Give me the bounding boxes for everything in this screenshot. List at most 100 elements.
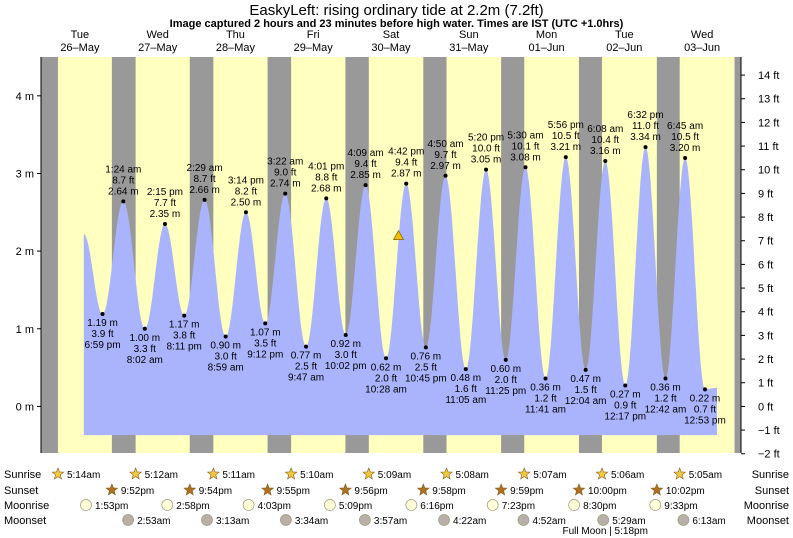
moonrise-disc-icon <box>486 499 499 511</box>
low-tide-m-label: 0.48 m <box>451 373 482 384</box>
low-tide-time-label: 11:25 pm <box>485 386 526 397</box>
high-tide-m-label: 3.08 m <box>510 152 541 163</box>
chart-subtitle: Image captured 2 hours and 23 minutes be… <box>169 18 624 30</box>
sunrise-time-label: 5:12am <box>145 470 178 481</box>
low-tide-ft-label: 3.0 ft <box>215 352 237 363</box>
sun-star-icon <box>206 467 220 480</box>
high-tide-ft-label: 9.4 ft <box>354 159 376 170</box>
sunset-time-label: 9:56pm <box>354 486 387 497</box>
low-tide-m-label: 0.76 m <box>411 351 442 362</box>
high-tide-m-label: 2.35 m <box>150 209 181 220</box>
tide-area <box>83 147 718 436</box>
high-tide-ft-label: 9.0 ft <box>274 168 296 179</box>
row-label-sunrise-right: Sunrise <box>752 469 789 481</box>
tide-extreme-point <box>463 367 468 372</box>
low-tide-ft-label: 3.8 ft <box>173 331 195 342</box>
sunset-star-icon <box>105 483 119 496</box>
right-axis-tick-label: 4 ft <box>758 307 773 319</box>
sun-star-icon <box>129 467 143 480</box>
day-weekday-label: Tue <box>615 29 634 41</box>
moonset-time-label: 4:52am <box>532 516 565 527</box>
moonrise-disc-icon <box>242 499 255 511</box>
low-tide-time-label: 10:02 pm <box>325 361 367 372</box>
right-axis-tick-label: 7 ft <box>758 236 773 248</box>
day-weekday-label: Fri <box>307 29 320 41</box>
high-tide-ft-label: 10.5 ft <box>552 131 580 142</box>
low-tide-m-label: 1.00 m <box>130 333 161 344</box>
right-axis-tick-label: 10 ft <box>758 165 779 177</box>
low-tide-m-label: 0.60 m <box>490 364 521 375</box>
high-tide-ft-label: 8.2 ft <box>235 186 257 197</box>
day-weekday-label: Thu <box>226 29 245 41</box>
high-tide-time-label: 2:29 am <box>187 163 223 174</box>
day-date-label: 28–May <box>216 42 256 54</box>
high-tide-m-label: 3.34 m <box>630 132 661 143</box>
high-tide-ft-label: 10.0 ft <box>472 144 500 155</box>
low-tide-m-label: 0.36 m <box>650 382 681 393</box>
low-tide-m-label: 0.22 m <box>690 393 721 404</box>
day-date-label: 01–Jun <box>529 42 565 54</box>
sunrise-time-label: 5:08am <box>456 470 489 481</box>
high-tide-time-label: 5:20 pm <box>468 133 504 144</box>
sunrise-time-label: 5:10am <box>300 470 333 481</box>
sunset-time-label: 9:52pm <box>121 486 154 497</box>
moonrise-time-label: 9:33pm <box>664 501 697 512</box>
right-axis-tick-label: −2 ft <box>758 449 780 461</box>
high-tide-m-label: 2.64 m <box>108 186 139 197</box>
right-axis-tick-label: 9 ft <box>758 188 773 200</box>
sun-star-icon <box>673 467 687 480</box>
high-tide-ft-label: 11.0 ft <box>632 121 659 132</box>
high-tide-time-label: 6:32 pm <box>627 110 663 121</box>
row-label-moonset-right: Moonset <box>747 515 789 527</box>
sunset-time-label: 10:00pm <box>588 486 627 497</box>
moonrise-time-label: 2:58pm <box>176 501 209 512</box>
low-tide-ft-label: 1.2 ft <box>534 393 556 404</box>
sunrise-time-label: 5:07am <box>533 470 566 481</box>
high-tide-time-label: 4:01 pm <box>308 161 344 172</box>
tide-extreme-point <box>162 221 167 226</box>
low-tide-m-label: 0.36 m <box>530 382 561 393</box>
low-tide-m-label: 1.19 m <box>87 318 118 329</box>
moonset-time-label: 4:22am <box>453 516 486 527</box>
low-tide-time-label: 11:05 am <box>445 395 486 406</box>
high-tide-m-label: 3.20 m <box>670 143 701 154</box>
tide-extreme-point <box>263 321 268 326</box>
high-tide-m-label: 3.05 m <box>471 155 502 166</box>
day-weekday-label: Sun <box>459 29 479 41</box>
sunset-star-icon <box>572 483 586 496</box>
sunrise-time-label: 5:06am <box>611 470 644 481</box>
tide-extreme-point <box>343 332 348 337</box>
moonset-disc-icon <box>677 514 690 526</box>
day-weekday-label: Tue <box>71 29 90 41</box>
sunset-time-label: 9:59pm <box>510 486 543 497</box>
tide-extreme-point <box>523 165 528 170</box>
moonrise-disc-icon <box>568 499 580 511</box>
low-tide-ft-label: 1.2 ft <box>654 393 676 404</box>
high-tide-m-label: 2.74 m <box>270 179 301 190</box>
tide-extreme-point <box>202 197 207 202</box>
tide-extreme-point <box>243 210 248 215</box>
high-tide-time-label: 3:14 pm <box>228 175 264 186</box>
high-tide-m-label: 3.21 m <box>550 142 581 153</box>
sunset-star-icon <box>183 483 197 496</box>
moonset-disc-icon <box>122 514 134 526</box>
tide-extreme-point <box>324 196 329 201</box>
tide-extreme-point <box>623 383 628 388</box>
moonset-disc-icon <box>280 514 292 526</box>
sun-star-icon <box>51 467 65 480</box>
low-tide-m-label: 0.62 m <box>371 362 402 373</box>
right-axis-tick-label: 14 ft <box>758 70 779 82</box>
right-axis-tick-label: −1 ft <box>758 425 780 437</box>
tide-extreme-point <box>363 183 368 188</box>
row-label-sunset-left: Sunset <box>4 485 38 497</box>
low-tide-m-label: 0.77 m <box>291 351 322 362</box>
left-axis-tick-label: 4 m <box>16 91 34 103</box>
sunset-star-icon <box>494 483 508 496</box>
moonrise-time-label: 4:03pm <box>258 501 291 512</box>
tide-extreme-point <box>683 155 688 160</box>
day-weekday-label: Sat <box>383 29 400 41</box>
sunrise-time-label: 5:09am <box>378 470 411 481</box>
low-tide-ft-label: 3.3 ft <box>134 344 156 355</box>
high-tide-m-label: 2.97 m <box>430 161 461 172</box>
high-tide-time-label: 2:15 pm <box>147 187 183 198</box>
